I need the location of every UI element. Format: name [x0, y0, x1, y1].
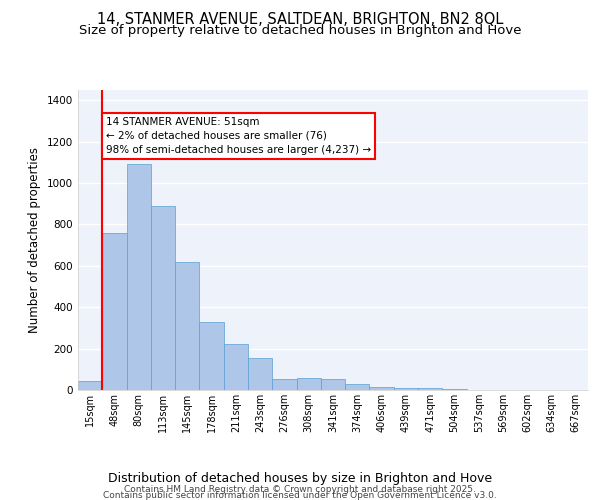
Text: Contains HM Land Registry data © Crown copyright and database right 2025.: Contains HM Land Registry data © Crown c… [124, 485, 476, 494]
Bar [418, 388, 442, 390]
Bar [127, 164, 151, 390]
Bar [321, 378, 345, 390]
Bar [272, 378, 296, 390]
Text: 14 STANMER AVENUE: 51sqm
← 2% of detached houses are smaller (76)
98% of semi-de: 14 STANMER AVENUE: 51sqm ← 2% of detache… [106, 117, 371, 155]
Text: 14, STANMER AVENUE, SALTDEAN, BRIGHTON, BN2 8QL: 14, STANMER AVENUE, SALTDEAN, BRIGHTON, … [97, 12, 503, 28]
Bar [102, 233, 127, 390]
Bar [78, 380, 102, 390]
Bar [296, 378, 321, 390]
Y-axis label: Number of detached properties: Number of detached properties [28, 147, 41, 333]
Bar [199, 322, 224, 390]
Bar [345, 384, 370, 390]
Bar [248, 358, 272, 390]
Bar [370, 387, 394, 390]
Text: Contains public sector information licensed under the Open Government Licence v3: Contains public sector information licen… [103, 491, 497, 500]
Bar [394, 388, 418, 390]
Bar [224, 344, 248, 390]
Bar [175, 262, 199, 390]
Bar [151, 206, 175, 390]
Text: Size of property relative to detached houses in Brighton and Hove: Size of property relative to detached ho… [79, 24, 521, 37]
Text: Distribution of detached houses by size in Brighton and Hove: Distribution of detached houses by size … [108, 472, 492, 485]
